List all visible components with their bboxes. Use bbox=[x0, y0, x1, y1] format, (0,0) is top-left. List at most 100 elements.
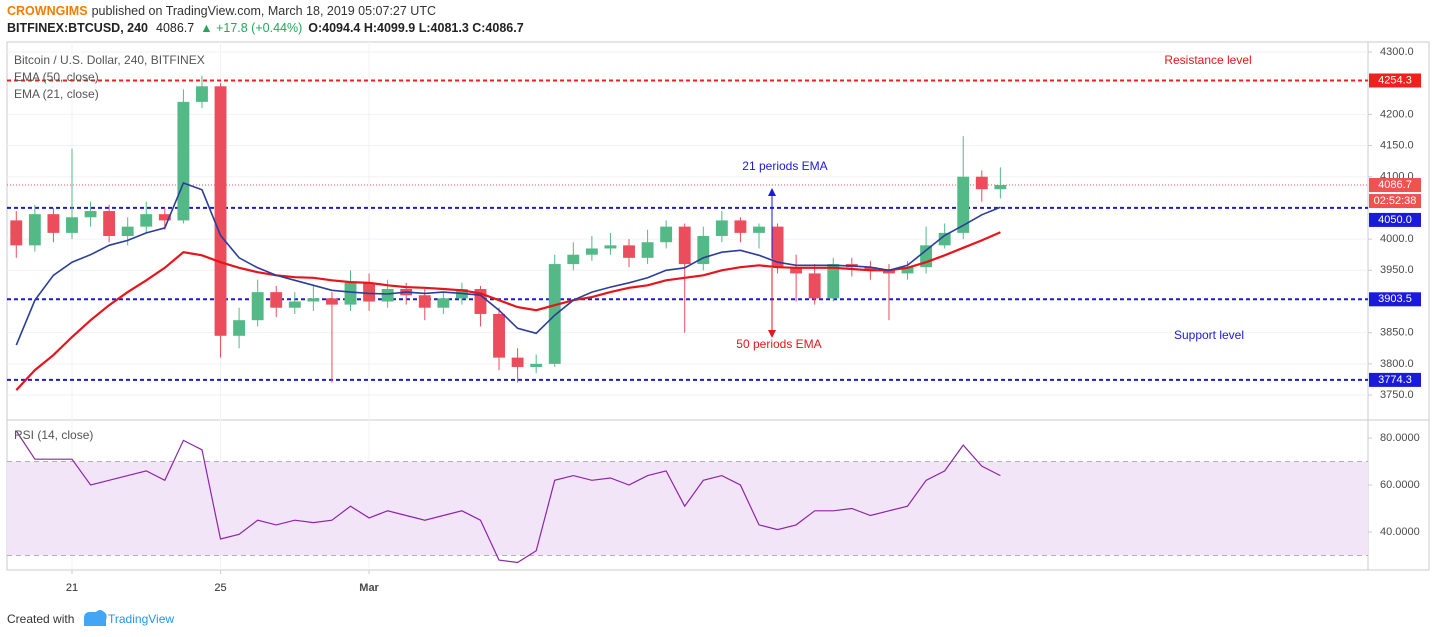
candle-body bbox=[827, 264, 840, 299]
x-tick-label: 25 bbox=[214, 582, 226, 594]
level-label: 3774.3 bbox=[1378, 374, 1412, 386]
candle-body bbox=[660, 226, 673, 243]
candle-body bbox=[678, 226, 691, 265]
candle-body bbox=[66, 217, 78, 233]
author[interactable]: CROWNGIMS bbox=[7, 4, 88, 18]
level-label: 4086.7 bbox=[1378, 179, 1412, 191]
level-label: 4050.0 bbox=[1378, 214, 1412, 226]
candle-body bbox=[121, 226, 134, 236]
arrow-head bbox=[768, 330, 776, 338]
legend-ema50: EMA (50, close) bbox=[14, 70, 99, 84]
candle-body bbox=[771, 226, 784, 268]
candle-body bbox=[641, 242, 654, 258]
candle-body bbox=[28, 214, 41, 246]
change: ▲ +17.8 (+0.44%) bbox=[200, 21, 302, 35]
level-label-box bbox=[1369, 212, 1421, 227]
candle-body bbox=[511, 357, 524, 367]
candle-body bbox=[47, 214, 60, 233]
candle-body bbox=[140, 214, 153, 227]
candle-body bbox=[901, 267, 914, 274]
plot-layer: 2125Mar4711141821253750.03800.03850.0395… bbox=[7, 42, 1421, 594]
level-label-box bbox=[1369, 73, 1421, 88]
candle-body bbox=[288, 301, 301, 308]
candle-body bbox=[307, 298, 320, 302]
candle-body bbox=[177, 101, 190, 221]
candle-body bbox=[864, 267, 877, 271]
price: 4086.7 bbox=[156, 21, 194, 35]
candle-body bbox=[585, 248, 598, 255]
candle-body bbox=[920, 245, 933, 268]
candle-body bbox=[734, 220, 747, 233]
arrow-head bbox=[768, 188, 776, 196]
symbol: BITFINEX:BTCUSD, 240 bbox=[7, 21, 148, 35]
y-tick-label: 60.0000 bbox=[1380, 479, 1420, 491]
symbol-line: BITFINEX:BTCUSD, 240 4086.7 ▲ +17.8 (+0.44… bbox=[7, 21, 524, 35]
candle-body bbox=[270, 292, 283, 308]
logo-icon bbox=[84, 610, 107, 626]
published: published on TradingView.com, March 18, … bbox=[92, 4, 436, 18]
candle-body bbox=[233, 320, 246, 336]
frame bbox=[6, 41, 1430, 571]
x-tick-label: 25 bbox=[214, 582, 226, 594]
y-tick-label: 4200.0 bbox=[1380, 108, 1414, 120]
y-tick-label: 3850.0 bbox=[1380, 327, 1414, 339]
y-tick-label: 4000.0 bbox=[1380, 233, 1414, 245]
level-label-box bbox=[1369, 372, 1421, 387]
chart-title: Bitcoin / U.S. Dollar, 240, BITFINEX bbox=[14, 53, 205, 67]
footer-text: Created with bbox=[7, 612, 74, 626]
ema-line bbox=[15, 231, 1001, 391]
level-label: 3903.5 bbox=[1378, 293, 1412, 305]
candle-body bbox=[957, 176, 970, 233]
logo[interactable]: TradingView bbox=[84, 610, 174, 626]
y-tick-label: 80.0000 bbox=[1380, 432, 1420, 444]
candle-body bbox=[363, 282, 376, 302]
legend-ema21: EMA (21, close) bbox=[14, 87, 99, 101]
candle-body bbox=[196, 86, 208, 102]
x-tick-label: 21 bbox=[66, 582, 78, 594]
footer-brand: TradingView bbox=[108, 612, 174, 626]
candle-body bbox=[697, 235, 710, 265]
y-tick-label: 3750.0 bbox=[1380, 389, 1414, 401]
candle-body bbox=[251, 292, 264, 321]
x-tick-label: 21 bbox=[66, 582, 78, 594]
candle-body bbox=[214, 86, 227, 336]
rsi-title: RSI (14, close) bbox=[14, 428, 93, 442]
candle-body bbox=[567, 254, 580, 265]
countdown-box bbox=[1369, 194, 1421, 209]
level-label: 4254.3 bbox=[1378, 74, 1412, 86]
candle-body bbox=[84, 211, 97, 218]
candle-body bbox=[548, 264, 561, 364]
candle-body bbox=[418, 295, 431, 308]
ema-line bbox=[15, 181, 1001, 346]
y-tick-label: 4150.0 bbox=[1380, 139, 1414, 151]
candle-body bbox=[103, 211, 116, 236]
candle-body bbox=[530, 363, 543, 367]
candle-body bbox=[623, 245, 635, 258]
candle-body bbox=[994, 185, 1007, 190]
candle-body bbox=[381, 289, 394, 302]
y-tick-label: 3950.0 bbox=[1380, 264, 1414, 276]
ohlc: O:4094.4 H:4099.9 L:4081.3 C:4086.7 bbox=[308, 21, 523, 35]
candle-body bbox=[975, 176, 988, 190]
candle-body bbox=[753, 226, 765, 233]
candle-body bbox=[325, 298, 338, 305]
level-label-box bbox=[1369, 178, 1421, 193]
y-tick-label: 40.0000 bbox=[1380, 526, 1420, 538]
annotation: Resistance level bbox=[1164, 53, 1251, 67]
candle-body bbox=[493, 313, 505, 358]
candle-body bbox=[158, 214, 171, 221]
candle-body bbox=[790, 267, 803, 274]
rsi-line bbox=[15, 430, 1001, 564]
candle-body bbox=[344, 282, 357, 305]
candle-body bbox=[883, 270, 895, 274]
y-tick-label: 4300.0 bbox=[1380, 46, 1414, 58]
candle-body bbox=[474, 289, 487, 314]
y-tick-label: 3800.0 bbox=[1380, 358, 1414, 370]
annotation: 50 periods EMA bbox=[736, 337, 821, 351]
candle-body bbox=[604, 245, 617, 249]
x-tick-label: Mar bbox=[359, 582, 379, 594]
header-line: CROWNGIMS published on TradingView.com, M… bbox=[7, 4, 436, 18]
candle-body bbox=[715, 220, 728, 236]
